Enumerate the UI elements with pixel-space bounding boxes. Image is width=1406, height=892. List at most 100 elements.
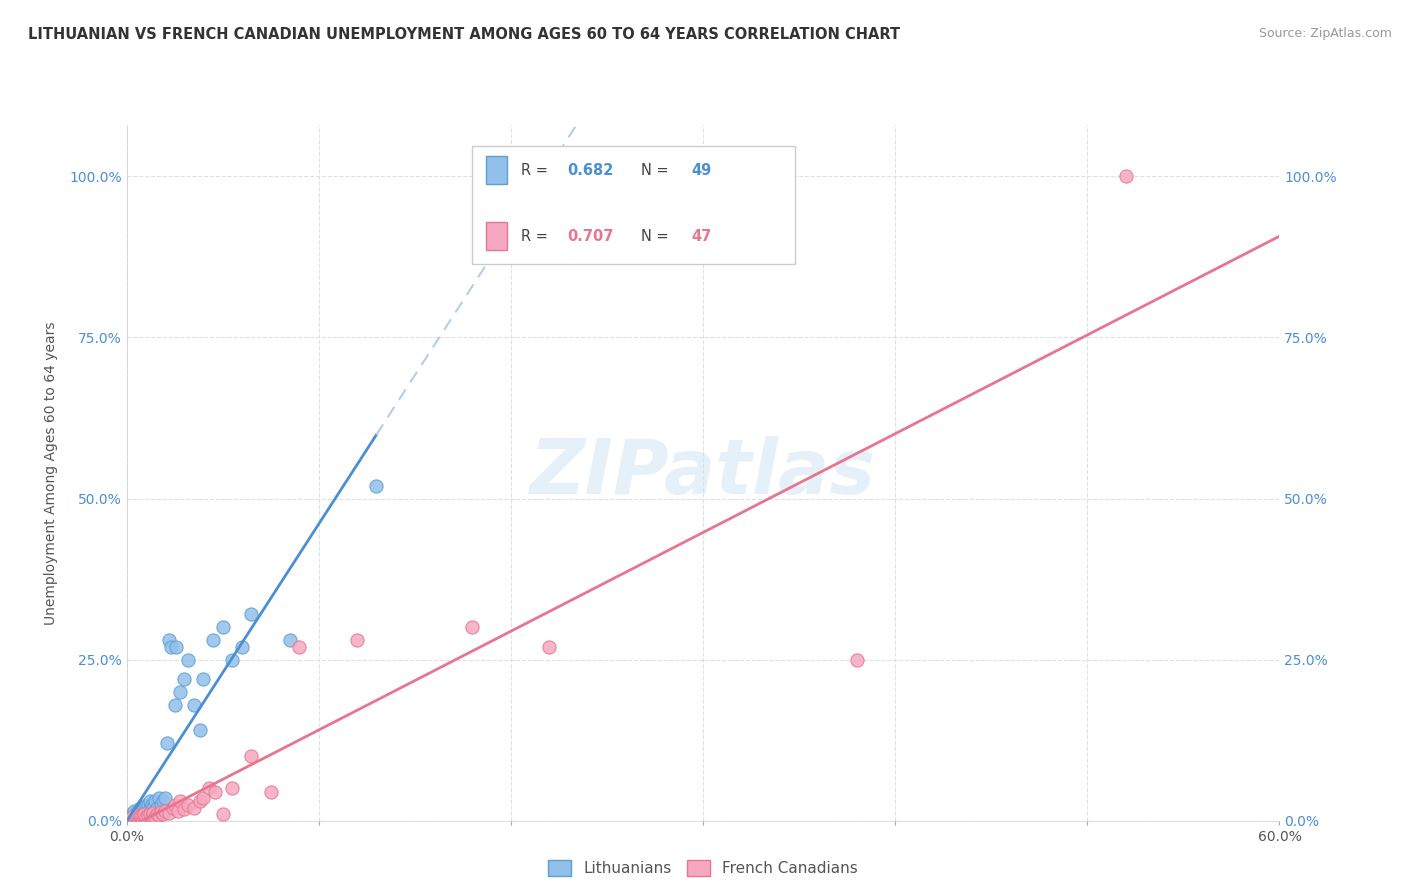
- Legend: Lithuanians, French Canadians: Lithuanians, French Canadians: [543, 855, 863, 882]
- Point: [193, 672, 215, 686]
- Point: [156, 736, 179, 750]
- Point: [121, 810, 143, 824]
- Point: [150, 805, 173, 820]
- Point: [131, 808, 153, 822]
- Point: [169, 794, 191, 808]
- Point: [120, 810, 142, 824]
- Text: 47: 47: [692, 228, 711, 244]
- Point: [136, 797, 159, 812]
- Point: [127, 804, 149, 818]
- Text: R =: R =: [520, 162, 553, 178]
- Text: N =: N =: [641, 162, 673, 178]
- Point: [136, 808, 159, 822]
- FancyBboxPatch shape: [486, 156, 508, 184]
- Point: [278, 633, 301, 648]
- Point: [183, 801, 205, 815]
- Point: [135, 810, 157, 824]
- Point: [1115, 169, 1137, 184]
- Point: [125, 814, 148, 828]
- Point: [129, 809, 152, 823]
- Point: [177, 797, 200, 812]
- Point: [129, 801, 152, 815]
- Point: [127, 810, 149, 824]
- Point: [121, 814, 143, 828]
- Point: [142, 801, 165, 815]
- Text: 49: 49: [692, 162, 711, 178]
- Point: [173, 802, 195, 816]
- Point: [132, 801, 155, 815]
- Point: [127, 812, 149, 826]
- Text: 0.707: 0.707: [567, 228, 613, 244]
- Point: [204, 785, 226, 799]
- Point: [121, 807, 143, 822]
- Point: [135, 797, 157, 812]
- Point: [159, 640, 181, 654]
- Point: [259, 785, 281, 799]
- Point: [163, 797, 186, 812]
- Point: [211, 807, 233, 822]
- Text: R =: R =: [520, 228, 553, 244]
- Point: [131, 810, 153, 824]
- Point: [142, 805, 165, 820]
- Point: [125, 810, 148, 824]
- Point: [120, 812, 142, 826]
- Point: [231, 640, 253, 654]
- Point: [166, 640, 188, 654]
- Point: [163, 698, 186, 712]
- Point: [240, 607, 263, 622]
- Point: [122, 804, 145, 818]
- Point: [146, 807, 169, 822]
- Point: [188, 723, 211, 738]
- Point: [198, 781, 221, 796]
- Point: [240, 749, 263, 764]
- Text: LITHUANIAN VS FRENCH CANADIAN UNEMPLOYMENT AMONG AGES 60 TO 64 YEARS CORRELATION: LITHUANIAN VS FRENCH CANADIAN UNEMPLOYME…: [28, 27, 900, 42]
- Point: [148, 808, 170, 822]
- Point: [141, 809, 163, 823]
- Point: [145, 810, 166, 824]
- Point: [129, 807, 152, 822]
- Point: [153, 791, 176, 805]
- Point: [148, 791, 170, 805]
- Point: [132, 810, 155, 824]
- Point: [146, 801, 169, 815]
- Text: Source: ZipAtlas.com: Source: ZipAtlas.com: [1258, 27, 1392, 40]
- Point: [117, 814, 139, 828]
- Point: [136, 807, 159, 822]
- Point: [346, 633, 368, 648]
- Point: [221, 781, 243, 796]
- Point: [117, 814, 139, 828]
- Point: [145, 804, 166, 818]
- Point: [211, 620, 233, 634]
- Y-axis label: Unemployment Among Ages 60 to 64 years: Unemployment Among Ages 60 to 64 years: [44, 321, 58, 624]
- Point: [132, 807, 155, 822]
- Point: [845, 652, 868, 666]
- Point: [125, 814, 148, 828]
- Point: [157, 805, 180, 820]
- FancyBboxPatch shape: [472, 145, 796, 264]
- Point: [132, 807, 155, 822]
- Point: [461, 620, 484, 634]
- Point: [138, 794, 160, 808]
- Point: [153, 804, 176, 818]
- FancyBboxPatch shape: [486, 222, 508, 250]
- Point: [125, 807, 148, 822]
- Point: [538, 640, 561, 654]
- Point: [167, 804, 190, 818]
- Point: [122, 813, 145, 827]
- Point: [177, 652, 200, 666]
- Point: [122, 810, 145, 824]
- Point: [131, 811, 153, 825]
- Point: [129, 810, 152, 824]
- Point: [193, 791, 215, 805]
- Point: [135, 804, 157, 818]
- Text: ZIPatlas: ZIPatlas: [530, 436, 876, 509]
- Point: [188, 794, 211, 808]
- Point: [288, 640, 311, 654]
- Point: [145, 794, 166, 808]
- Point: [127, 808, 149, 822]
- Point: [169, 685, 191, 699]
- Point: [131, 804, 153, 818]
- Point: [138, 807, 160, 822]
- Point: [162, 801, 184, 815]
- Text: N =: N =: [641, 228, 673, 244]
